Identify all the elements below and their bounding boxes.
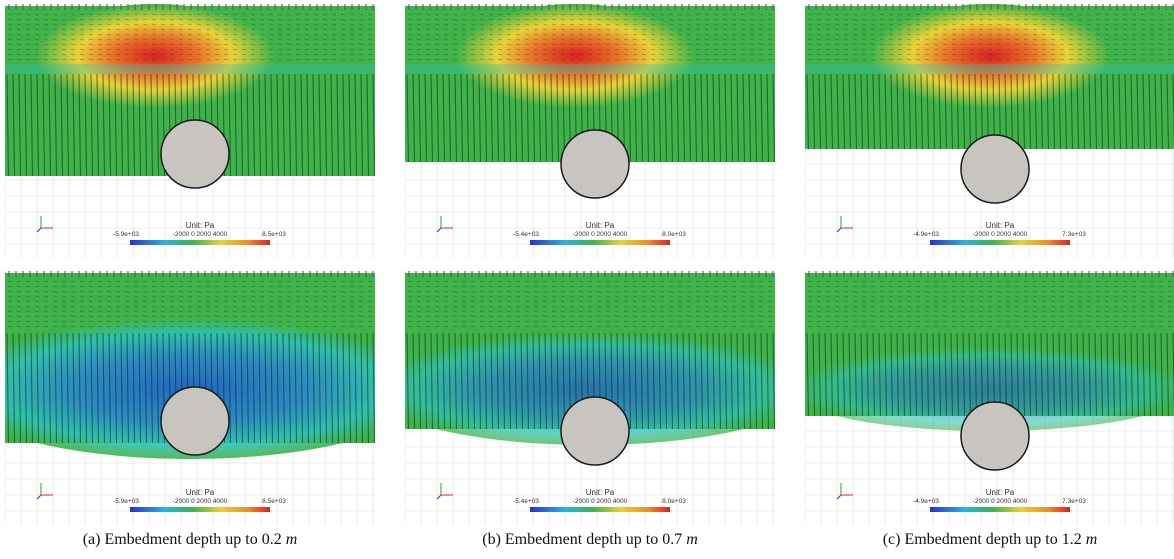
colorbar-tick-labels: -2000 0 2000 4000 — [173, 498, 228, 505]
colorbar-min-label: -4.9e+03 — [913, 498, 939, 505]
unit-label: Unit: Pa — [986, 221, 1015, 230]
pressure-panel-bottom: Unit: Pa -5.4e+03 -2000 0 2000 4000 8.0e+03 — [405, 271, 775, 525]
color-bar: Unit: Pa -4.9e+03 -2000 0 2000 4000 7.3e+03 — [913, 221, 1086, 245]
pipe-cross-section — [560, 129, 630, 199]
unit-label: Unit: Pa — [586, 221, 615, 230]
pressure-panel-top: Unit: Pa -5.9e+03 -2000 0 2000 4000 8.5e+03 — [5, 4, 375, 258]
colorbar-max-label: 8.5e+03 — [262, 231, 286, 238]
colorbar-max-label: 8.5e+03 — [262, 498, 286, 505]
caption-unit: m — [1085, 531, 1098, 548]
colorbar-min-label: -5.9e+03 — [113, 231, 139, 238]
color-bar: Unit: Pa -4.9e+03 -2000 0 2000 4000 7.3e+03 — [913, 488, 1086, 512]
pipe-cross-section — [960, 401, 1030, 471]
pressure-field-plot: Unit: Pa -5.4e+03 -2000 0 2000 4000 8.0e+03 — [405, 4, 775, 258]
pressure-field-plot: Unit: Pa -5.4e+03 -2000 0 2000 4000 8.0e+03 — [405, 271, 775, 525]
unit-label: Unit: Pa — [186, 488, 215, 497]
unit-label: Unit: Pa — [986, 488, 1015, 497]
soil-block — [805, 4, 1174, 150]
colorbar-min-label: -5.4e+03 — [513, 231, 539, 238]
pipe-cross-section — [160, 119, 230, 189]
pipe-cross-section — [560, 396, 630, 466]
colorbar-tick-labels: -2000 0 2000 4000 — [973, 231, 1028, 238]
axes-triad-icon — [436, 216, 453, 233]
color-bar: Unit: Pa -5.4e+03 -2000 0 2000 4000 8.0e+03 — [513, 488, 686, 512]
pressure-field-plot: Unit: Pa -5.9e+03 -2000 0 2000 4000 8.5e+03 — [5, 4, 375, 258]
caption-unit: m — [686, 531, 698, 548]
pressure-field-plot: Unit: Pa -5.9e+03 -2000 0 2000 4000 8.5e+03 — [5, 271, 375, 525]
unit-label: Unit: Pa — [586, 488, 615, 497]
axes-triad-icon — [836, 216, 853, 233]
unit-label: Unit: Pa — [186, 221, 215, 230]
colorbar-min-label: -5.4e+03 — [513, 498, 539, 505]
colorbar-tick-labels: -2000 0 2000 4000 — [173, 231, 228, 238]
colorbar-max-label: 7.3e+03 — [1062, 498, 1086, 505]
axes-triad-icon — [436, 483, 453, 500]
colorbar-tick-labels: -2000 0 2000 4000 — [973, 498, 1028, 505]
pressure-field-plot: Unit: Pa -4.9e+03 -2000 0 2000 4000 7.3e+03 — [805, 271, 1174, 525]
colorbar-min-label: -5.9e+03 — [113, 498, 139, 505]
pipe-cross-section — [160, 386, 230, 456]
axes-triad-icon — [36, 483, 53, 500]
pressure-field-plot: Unit: Pa -4.9e+03 -2000 0 2000 4000 7.3e+03 — [805, 4, 1174, 258]
soil-block — [805, 271, 1174, 431]
pressure-panel-bottom: Unit: Pa -5.9e+03 -2000 0 2000 4000 8.5e+03 — [5, 271, 375, 525]
colorbar-tick-labels: -2000 0 2000 4000 — [573, 498, 628, 505]
colorbar-max-label: 7.3e+03 — [1062, 231, 1086, 238]
pressure-panel-bottom: Unit: Pa -4.9e+03 -2000 0 2000 4000 7.3e+03 — [805, 271, 1174, 525]
axes-triad-icon — [36, 216, 53, 233]
caption-text: (a) Embedment depth up to 0.2 — [82, 531, 286, 548]
colorbar-max-label: 8.0e+03 — [662, 498, 686, 505]
color-bar: Unit: Pa -5.4e+03 -2000 0 2000 4000 8.0e+03 — [513, 221, 686, 245]
soil-block — [405, 271, 775, 445]
caption-unit: m — [285, 531, 298, 548]
soil-block — [405, 4, 775, 163]
pipe-cross-section — [960, 134, 1030, 204]
pressure-panel-top: Unit: Pa -5.4e+03 -2000 0 2000 4000 8.0e+03 — [405, 4, 775, 258]
colorbar-min-label: -4.9e+03 — [913, 231, 939, 238]
pressure-panel-top: Unit: Pa -4.9e+03 -2000 0 2000 4000 7.3e+03 — [805, 4, 1174, 258]
axes-triad-icon — [836, 483, 853, 500]
subfigure-caption: (b) Embedment depth up to 0.7 m — [405, 531, 775, 549]
colorbar-tick-labels: -2000 0 2000 4000 — [573, 231, 628, 238]
color-bar: Unit: Pa -5.9e+03 -2000 0 2000 4000 8.5e+03 — [113, 488, 286, 512]
caption-text: (c) Embedment depth up to 1.2 — [882, 531, 1086, 548]
colorbar-max-label: 8.0e+03 — [662, 231, 686, 238]
caption-text: (b) Embedment depth up to 0.7 — [482, 531, 687, 548]
subfigure-caption: (c) Embedment depth up to 1.2 m — [805, 531, 1174, 549]
subfigure-caption: (a) Embedment depth up to 0.2 m — [5, 531, 375, 549]
color-bar: Unit: Pa -5.9e+03 -2000 0 2000 4000 8.5e+03 — [113, 221, 286, 245]
